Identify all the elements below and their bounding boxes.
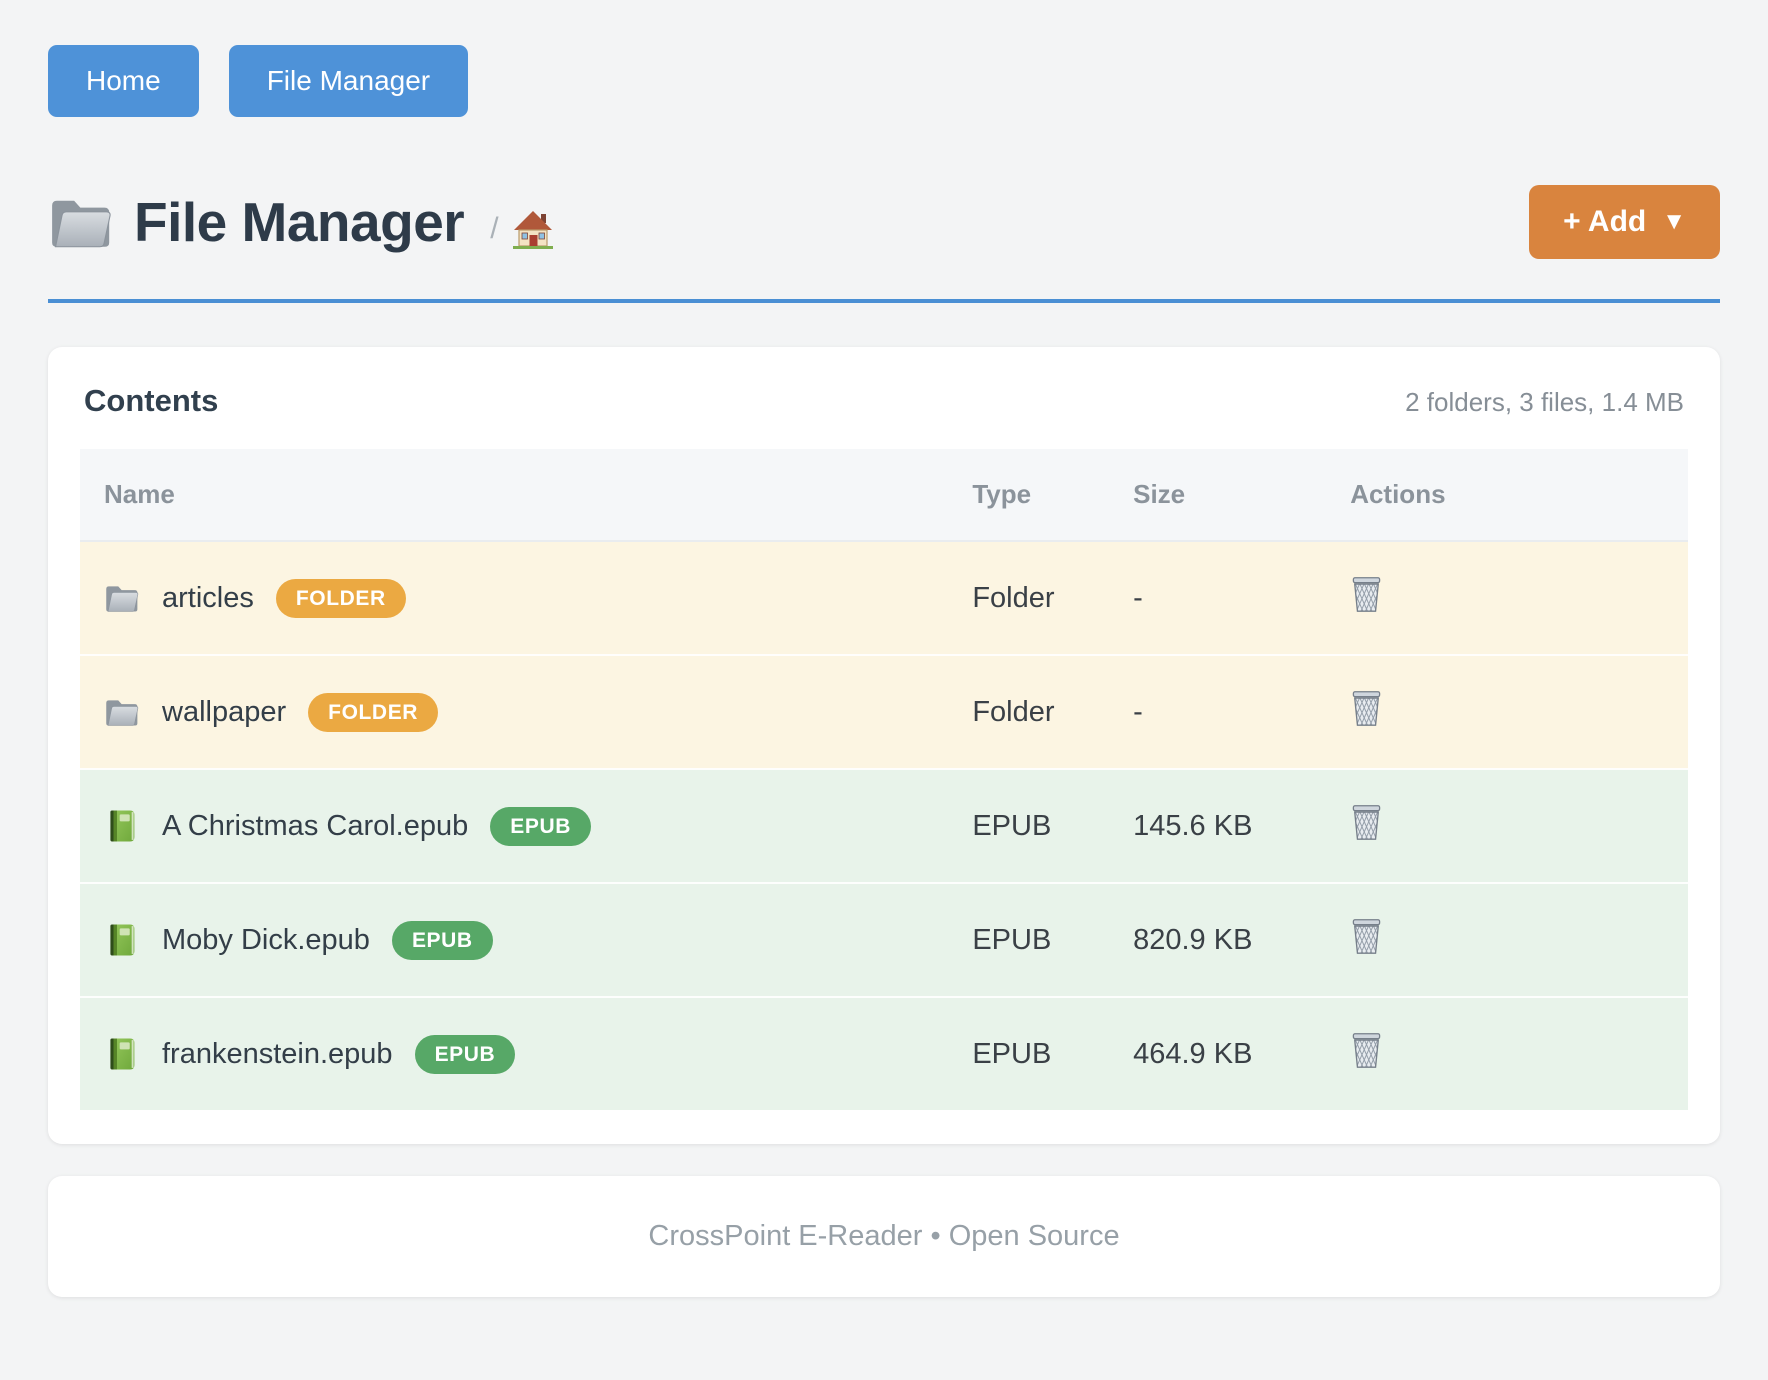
column-header-actions: Actions bbox=[1326, 449, 1688, 541]
file-name-link[interactable]: A Christmas Carol.epub bbox=[162, 810, 468, 843]
type-badge: EPUB bbox=[392, 921, 493, 960]
type-badge: FOLDER bbox=[308, 693, 438, 732]
folder-icon bbox=[48, 194, 114, 250]
breadcrumb: / bbox=[490, 209, 552, 249]
page: Home File Manager File Manager / + Add ▼… bbox=[0, 0, 1768, 1380]
column-header-type: Type bbox=[948, 449, 1109, 541]
book-icon bbox=[104, 1037, 140, 1071]
trash-icon bbox=[1350, 575, 1383, 613]
add-button[interactable]: + Add ▼ bbox=[1529, 185, 1720, 259]
top-nav: Home File Manager bbox=[48, 45, 1720, 117]
title-divider bbox=[48, 299, 1720, 303]
type-badge: EPUB bbox=[490, 807, 591, 846]
delete-button[interactable] bbox=[1350, 917, 1383, 955]
file-name-link[interactable]: Moby Dick.epub bbox=[162, 924, 370, 957]
trash-icon bbox=[1350, 917, 1383, 955]
chevron-down-icon: ▼ bbox=[1662, 210, 1686, 234]
home-icon[interactable] bbox=[513, 209, 553, 249]
size-cell: - bbox=[1109, 541, 1326, 655]
size-cell: 145.6 KB bbox=[1109, 769, 1326, 883]
table-row[interactable]: frankenstein.epub EPUB EPUB 464.9 KB bbox=[80, 997, 1688, 1110]
add-button-label: + Add bbox=[1563, 207, 1646, 237]
type-badge: EPUB bbox=[415, 1035, 516, 1074]
type-cell: Folder bbox=[948, 655, 1109, 769]
footer-text: CrossPoint E-Reader • Open Source bbox=[648, 1220, 1119, 1252]
size-cell: 820.9 KB bbox=[1109, 883, 1326, 997]
type-cell: EPUB bbox=[948, 997, 1109, 1110]
file-table: Name Type Size Actions articles FOLDER F… bbox=[80, 449, 1688, 1110]
trash-icon bbox=[1350, 803, 1383, 841]
size-cell: 464.9 KB bbox=[1109, 997, 1326, 1110]
type-cell: EPUB bbox=[948, 769, 1109, 883]
delete-button[interactable] bbox=[1350, 1031, 1383, 1069]
folder-name-link[interactable]: wallpaper bbox=[162, 696, 286, 729]
table-header-row: Name Type Size Actions bbox=[80, 449, 1688, 541]
column-header-name: Name bbox=[80, 449, 948, 541]
breadcrumb-separator: / bbox=[490, 212, 498, 246]
contents-title: Contents bbox=[84, 383, 218, 419]
folder-icon bbox=[104, 581, 140, 615]
footer-card: CrossPoint E-Reader • Open Source bbox=[48, 1176, 1720, 1297]
page-header: File Manager / + Add ▼ bbox=[48, 185, 1720, 259]
contents-summary: 2 folders, 3 files, 1.4 MB bbox=[1405, 387, 1684, 418]
book-icon bbox=[104, 809, 140, 843]
type-cell: Folder bbox=[948, 541, 1109, 655]
nav-file-manager-button[interactable]: File Manager bbox=[229, 45, 468, 117]
nav-home-button[interactable]: Home bbox=[48, 45, 199, 117]
folder-name-link[interactable]: articles bbox=[162, 582, 254, 615]
table-row[interactable]: Moby Dick.epub EPUB EPUB 820.9 KB bbox=[80, 883, 1688, 997]
type-badge: FOLDER bbox=[276, 579, 406, 618]
page-title: File Manager bbox=[134, 190, 464, 254]
trash-icon bbox=[1350, 1031, 1383, 1069]
delete-button[interactable] bbox=[1350, 575, 1383, 613]
contents-card: Contents 2 folders, 3 files, 1.4 MB Name… bbox=[48, 347, 1720, 1144]
type-cell: EPUB bbox=[948, 883, 1109, 997]
title-group: File Manager bbox=[48, 190, 464, 254]
table-row[interactable]: A Christmas Carol.epub EPUB EPUB 145.6 K… bbox=[80, 769, 1688, 883]
delete-button[interactable] bbox=[1350, 803, 1383, 841]
book-icon bbox=[104, 923, 140, 957]
trash-icon bbox=[1350, 689, 1383, 727]
folder-icon bbox=[104, 695, 140, 729]
column-header-size: Size bbox=[1109, 449, 1326, 541]
size-cell: - bbox=[1109, 655, 1326, 769]
file-name-link[interactable]: frankenstein.epub bbox=[162, 1038, 393, 1071]
table-row[interactable]: articles FOLDER Folder - bbox=[80, 541, 1688, 655]
delete-button[interactable] bbox=[1350, 689, 1383, 727]
table-row[interactable]: wallpaper FOLDER Folder - bbox=[80, 655, 1688, 769]
